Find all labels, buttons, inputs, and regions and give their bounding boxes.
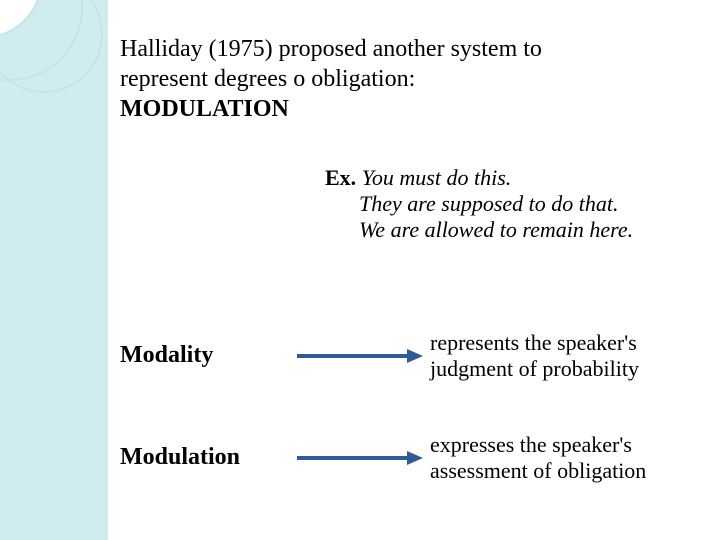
heading-block: Halliday (1975) proposed another system … (120, 34, 660, 124)
slide-decoration (0, 0, 108, 540)
heading-line2: represent degrees o obligation: (120, 66, 415, 92)
heading-line1: Halliday (1975) proposed another system … (120, 36, 542, 62)
arrow-icon (290, 346, 430, 366)
examples-block: Ex. You must do this. They are supposed … (325, 165, 633, 243)
term-modulation: Modulation (120, 444, 290, 471)
term-modality: Modality (120, 342, 290, 369)
desc-modality: represents the speaker's judgment of pro… (430, 330, 680, 382)
definition-row-modulation: Modulation expresses the speaker's asses… (120, 432, 680, 484)
definition-row-modality: Modality represents the speaker's judgme… (120, 330, 680, 382)
examples-line2: They are supposed to do that. (359, 191, 619, 217)
examples-label: Ex. (325, 165, 356, 190)
examples-line3: We are allowed to remain here. (359, 217, 633, 243)
arrow-icon (290, 448, 430, 468)
heading-term: MODULATION (120, 96, 289, 122)
desc-modulation: expresses the speaker's assessment of ob… (430, 432, 680, 484)
examples-line1: You must do this. (362, 165, 512, 190)
